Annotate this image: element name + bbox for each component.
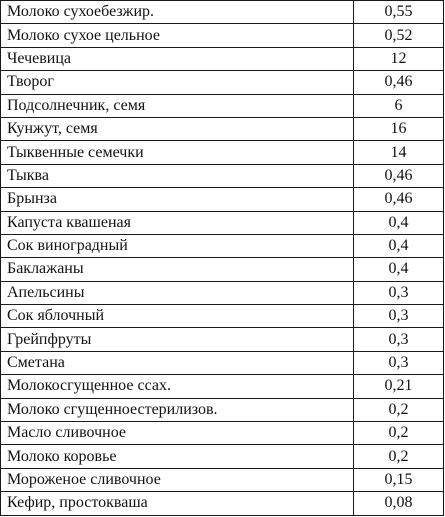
product-name-cell: Молоко сгущенноестерилизов. bbox=[0, 397, 354, 423]
table-row: Сметана 0,3 bbox=[0, 350, 444, 376]
value-cell: 0,2 bbox=[353, 421, 444, 446]
product-name-cell: Мороженое сливочное bbox=[0, 467, 354, 493]
value-cell: 0,4 bbox=[353, 210, 444, 235]
product-name-cell: Тыква bbox=[0, 163, 354, 189]
value-cell: 0,2 bbox=[353, 397, 444, 423]
value-cell: 14 bbox=[353, 140, 444, 165]
value-cell: 12 bbox=[353, 46, 444, 72]
value-cell: 0,2 bbox=[353, 444, 444, 469]
table-row: Тыквенные семечки 14 bbox=[0, 140, 444, 165]
product-name-cell: Творог bbox=[0, 70, 354, 95]
table-row: Кунжут, семя 16 bbox=[0, 116, 444, 142]
product-name-cell: Брынза bbox=[0, 187, 354, 212]
product-name-cell: Капуста квашеная bbox=[0, 210, 354, 235]
table-row: Сок яблочный 0,3 bbox=[0, 304, 444, 329]
value-cell: 0,21 bbox=[353, 374, 444, 399]
value-cell: 0,3 bbox=[353, 350, 444, 376]
value-cell: 0,3 bbox=[353, 304, 444, 329]
table-row: Молоко сухое цельное 0,52 bbox=[0, 23, 444, 48]
value-cell: 0,4 bbox=[353, 257, 444, 282]
product-name-cell: Грейпфруты bbox=[0, 327, 354, 352]
value-cell: 0,46 bbox=[353, 187, 444, 212]
product-name-cell: Сок яблочный bbox=[0, 304, 354, 329]
table-row: Баклажаны 0,4 bbox=[0, 257, 444, 282]
table-row: Молоко сгущенноестерилизов. 0,2 bbox=[0, 397, 444, 423]
product-name-cell: Тыквенные семечки bbox=[0, 140, 354, 165]
table-row: Тыква 0,46 bbox=[0, 163, 444, 189]
table-row: Чечевица 12 bbox=[0, 46, 444, 72]
table-row: Масло сливочное 0,2 bbox=[0, 421, 444, 446]
value-cell: 0,55 bbox=[353, 0, 444, 25]
product-name-cell: Молоко коровье bbox=[0, 444, 354, 469]
table-row: Творог 0,46 bbox=[0, 70, 444, 95]
table-row: Подсолнечник, семя 6 bbox=[0, 93, 444, 118]
product-name-cell: Кунжут, семя bbox=[0, 116, 354, 142]
value-cell: 0,3 bbox=[353, 280, 444, 306]
value-cell: 0,3 bbox=[353, 327, 444, 352]
product-name-cell: Сметана bbox=[0, 350, 354, 376]
table-row: Капуста квашеная 0,4 bbox=[0, 210, 444, 235]
product-name-cell: Молоко сухоебезжир. bbox=[0, 0, 354, 25]
value-cell: 0,15 bbox=[353, 467, 444, 493]
product-name-cell: Молоко сухое цельное bbox=[0, 23, 354, 48]
table-row: Мороженое сливочное 0,15 bbox=[0, 467, 444, 493]
value-cell: 0,46 bbox=[353, 70, 444, 95]
value-cell: 0,46 bbox=[353, 163, 444, 189]
table-row: Брынза 0,46 bbox=[0, 187, 444, 212]
value-cell: 0,52 bbox=[353, 23, 444, 48]
table-row: Грейпфруты 0,3 bbox=[0, 327, 444, 352]
table-row: Апельсины 0,3 bbox=[0, 280, 444, 306]
product-name-cell: Масло сливочное bbox=[0, 421, 354, 446]
value-cell: 0,4 bbox=[353, 233, 444, 259]
product-name-cell: Молокосгущенное ссах. bbox=[0, 374, 354, 399]
value-cell: 0,08 bbox=[353, 491, 444, 516]
product-name-cell: Баклажаны bbox=[0, 257, 354, 282]
table-row: Молоко коровье 0,2 bbox=[0, 444, 444, 469]
product-name-cell: Подсолнечник, семя bbox=[0, 93, 354, 118]
value-cell: 16 bbox=[353, 116, 444, 142]
product-name-cell: Кефир, простокваша bbox=[0, 491, 354, 516]
product-name-cell: Сок виноградный bbox=[0, 233, 354, 259]
table-row: Молоко сухоебезжир. 0,55 bbox=[0, 0, 444, 25]
product-name-cell: Апельсины bbox=[0, 280, 354, 306]
table-row: Молокосгущенное ссах. 0,21 bbox=[0, 374, 444, 399]
value-cell: 6 bbox=[353, 93, 444, 118]
table-row: Кефир, простокваша 0,08 bbox=[0, 491, 444, 516]
product-name-cell: Чечевица bbox=[0, 46, 354, 72]
table-row: Сок виноградный 0,4 bbox=[0, 233, 444, 259]
